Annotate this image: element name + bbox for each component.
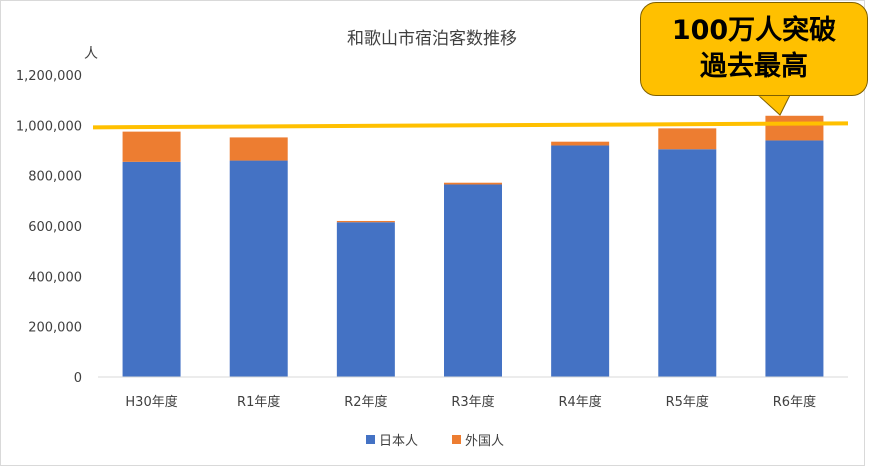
- bar-foreign-0: [122, 131, 181, 162]
- bar-japanese-4: [551, 145, 610, 377]
- legend: 日本人 外国人: [366, 434, 504, 449]
- bar-foreign-4: [551, 141, 610, 146]
- legend-swatch-foreign: [452, 435, 461, 444]
- bar-japanese-1: [229, 160, 288, 377]
- reference-line-1000000: [92, 121, 849, 130]
- annotation-callout: 100万人突破 過去最高: [640, 2, 868, 96]
- y-tick-label: 0: [74, 371, 82, 386]
- y-tick-label: 600,000: [28, 220, 82, 235]
- y-tick-label: 800,000: [28, 170, 82, 185]
- bar-foreign-2: [336, 220, 395, 223]
- y-tick-label: 1,200,000: [16, 69, 82, 84]
- bar-foreign-3: [444, 182, 502, 185]
- y-tick-label: 1,000,000: [16, 119, 82, 134]
- bar-series: [122, 115, 824, 377]
- y-tick-label: 400,000: [28, 270, 82, 285]
- bar-japanese-2: [336, 222, 395, 377]
- callout-tail: [758, 95, 791, 116]
- x-tick-label: R2年度: [344, 394, 387, 410]
- y-tick-label: 200,000: [28, 321, 82, 336]
- x-tick-label: R3年度: [451, 394, 494, 410]
- bar-foreign-6: [765, 115, 824, 141]
- bar-japanese-0: [122, 161, 181, 377]
- x-tick-label: R6年度: [773, 394, 816, 410]
- x-tick-label: R5年度: [666, 394, 709, 410]
- bar-japanese-6: [765, 140, 824, 377]
- bar-foreign-1: [229, 137, 288, 161]
- x-tick-label: R4年度: [558, 394, 601, 410]
- x-tick-label: H30年度: [125, 394, 177, 410]
- x-axis-ticks: H30年度 R1年度 R2年度 R3年度 R4年度 R5年度 R6年度: [125, 394, 816, 410]
- y-axis-ticks: 0 200,000 400,000 600,000 800,000 1,000,000 1,…: [16, 69, 82, 386]
- legend-swatch-japanese: [366, 435, 375, 444]
- legend-label-japanese: 日本人: [379, 434, 418, 449]
- chart-title: 和歌山市宿泊客数推移: [347, 29, 517, 49]
- bar-japanese-3: [444, 184, 502, 377]
- bar-foreign-5: [658, 128, 717, 150]
- annotation-line-1: 100万人突破: [671, 15, 837, 46]
- y-axis-unit-label: 人: [84, 46, 98, 62]
- annotation-line-2: 過去最高: [700, 51, 808, 82]
- x-tick-label: R1年度: [237, 394, 280, 410]
- bar-japanese-5: [658, 149, 717, 377]
- legend-label-foreign: 外国人: [465, 434, 504, 449]
